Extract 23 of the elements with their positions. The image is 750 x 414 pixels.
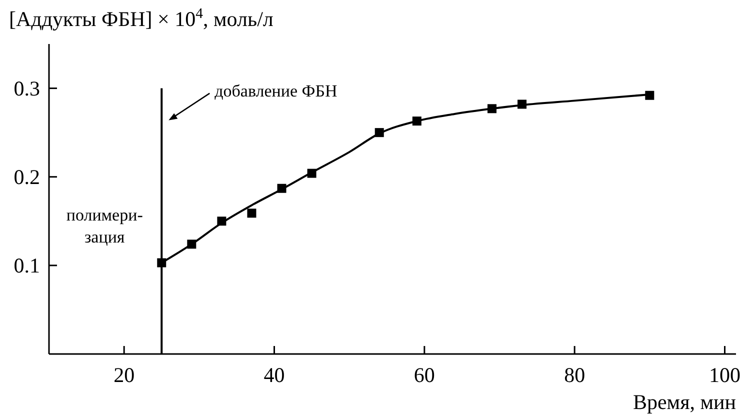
y-tick-label: 0.1 <box>14 253 40 278</box>
point <box>518 100 527 109</box>
point <box>374 128 384 138</box>
x-tick-label: 20 <box>114 363 135 387</box>
point <box>247 208 256 218</box>
x-tick-label: 60 <box>414 363 435 387</box>
point <box>217 216 226 226</box>
point <box>187 240 196 249</box>
x-tick-label: 40 <box>264 363 285 387</box>
y-tick-label: 0.2 <box>14 164 40 189</box>
x-tick-label: 100 <box>708 363 740 387</box>
ref-line-label: добавление ФБН <box>214 81 338 100</box>
point <box>277 184 286 193</box>
x-tick-label: 80 <box>564 363 586 387</box>
annotation: полимери- зация <box>66 205 144 246</box>
point <box>157 258 166 268</box>
point <box>645 90 654 100</box>
point <box>307 168 316 178</box>
y-tick-label: 0.3 <box>14 76 40 100</box>
point <box>487 104 496 114</box>
point <box>412 116 422 126</box>
x-axis-title: Время, мин <box>632 390 736 414</box>
y-axis-title: [Аддукты ФБН] × 10$^{4}$, моль/л <box>9 6 274 31</box>
